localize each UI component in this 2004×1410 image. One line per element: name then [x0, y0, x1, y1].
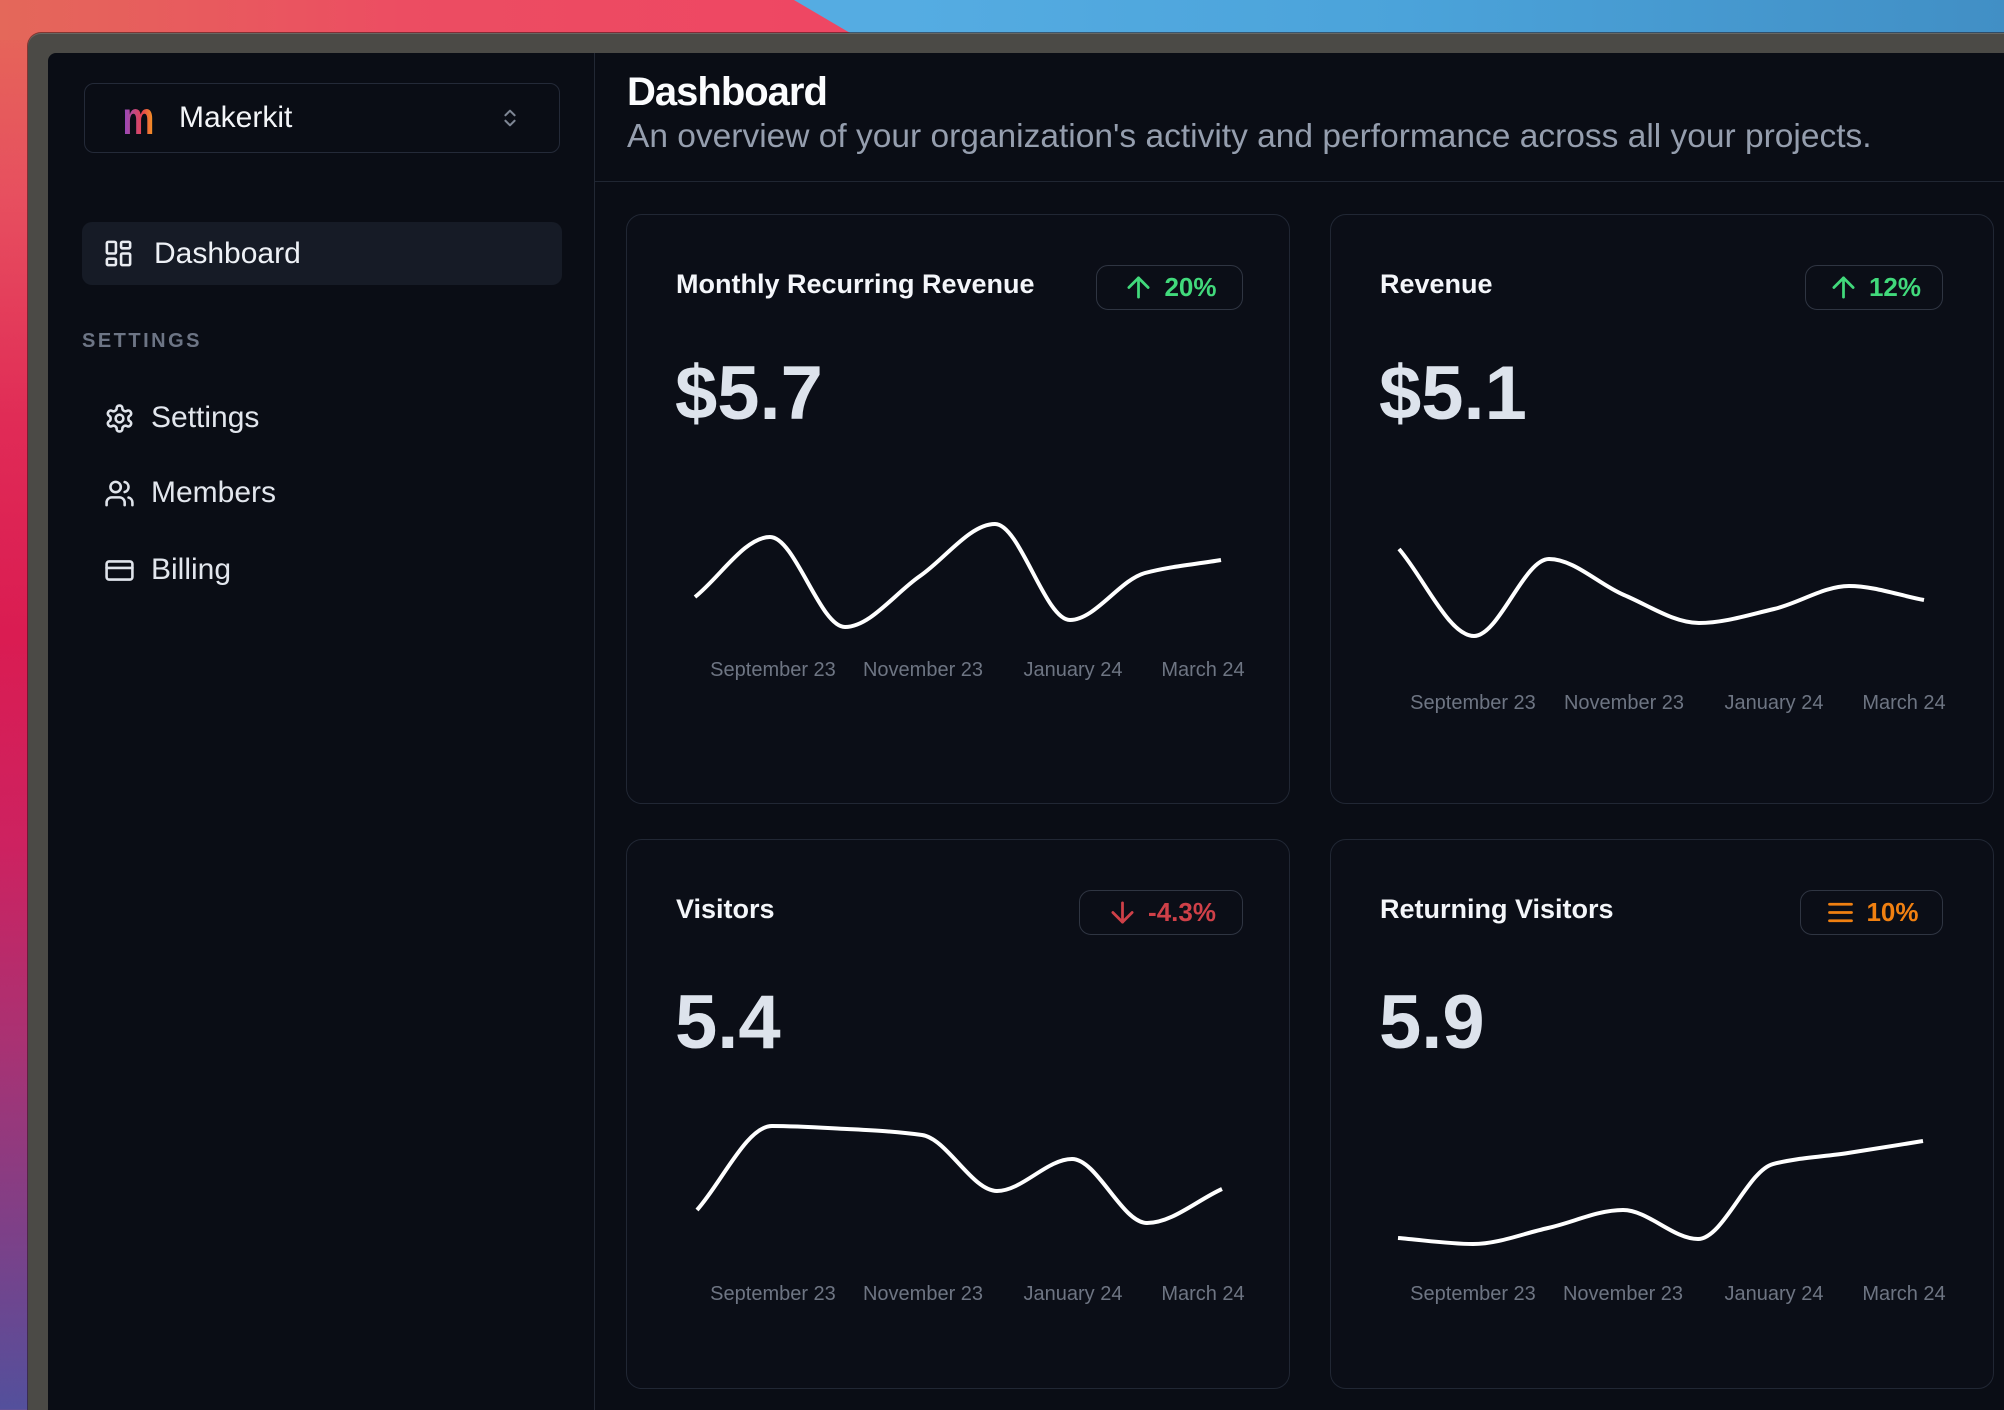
svg-text:November 23: November 23 — [1563, 1283, 1683, 1305]
svg-text:March 24: March 24 — [1161, 1283, 1244, 1305]
svg-text:November 23: November 23 — [863, 659, 983, 681]
svg-text:January 24: January 24 — [1725, 692, 1824, 714]
svg-text:September 23: September 23 — [1410, 1283, 1536, 1305]
svg-text:March 24: March 24 — [1862, 1283, 1945, 1305]
svg-text:November 23: November 23 — [1564, 692, 1684, 714]
svg-text:September 23: September 23 — [1410, 692, 1536, 714]
svg-text:March 24: March 24 — [1161, 659, 1244, 681]
svg-text:November 23: November 23 — [863, 1283, 983, 1305]
svg-text:September 23: September 23 — [710, 1283, 836, 1305]
svg-text:September 23: September 23 — [710, 659, 836, 681]
svg-text:January 24: January 24 — [1024, 659, 1123, 681]
svg-text:January 24: January 24 — [1725, 1283, 1824, 1305]
svg-text:January 24: January 24 — [1024, 1283, 1123, 1305]
svg-text:March 24: March 24 — [1862, 692, 1945, 714]
